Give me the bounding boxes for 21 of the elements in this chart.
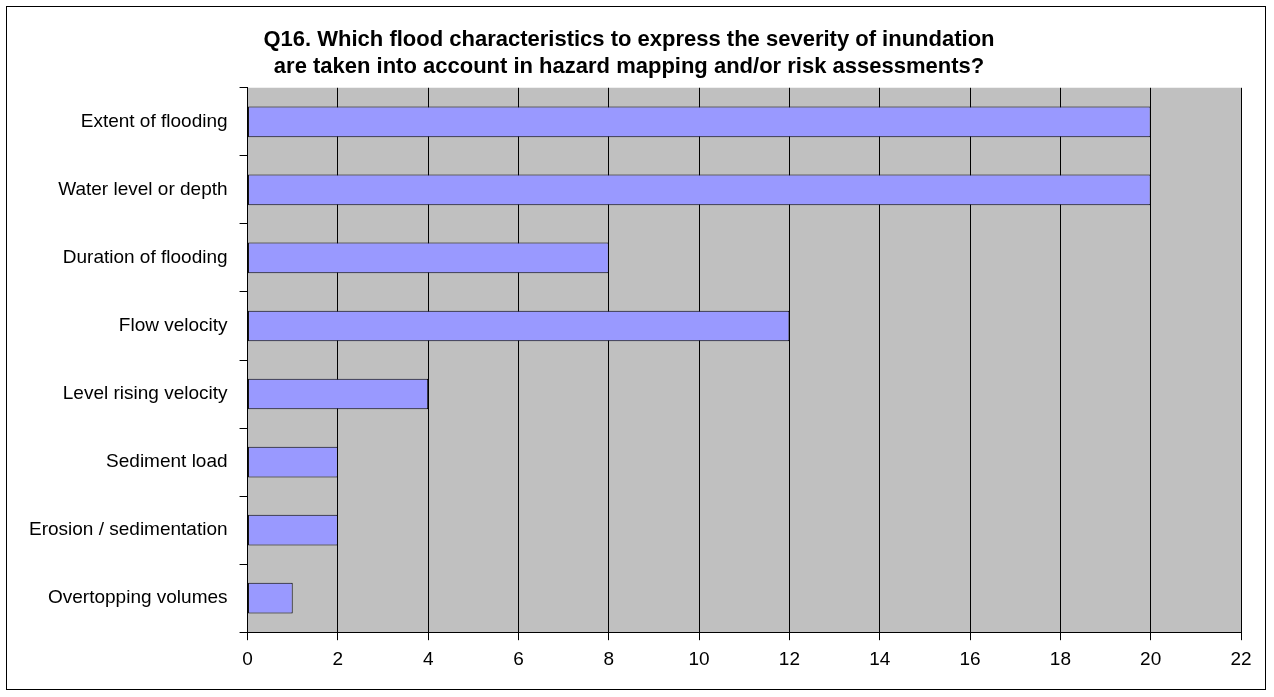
- y-tick-label: Erosion / sedimentation: [28, 518, 228, 540]
- x-tick-label: 12: [778, 647, 800, 669]
- x-tick-label: 18: [1049, 647, 1071, 669]
- y-tick-label: Extent of flooding: [80, 110, 228, 132]
- x-tick-label: 14: [869, 647, 891, 669]
- x-tick-label: 22: [1230, 647, 1252, 669]
- y-tick-label: Duration of flooding: [62, 246, 228, 268]
- x-tick-label: 20: [1140, 647, 1162, 669]
- y-tick-label: Water level or depth: [58, 178, 228, 200]
- x-tick-label: 2: [332, 647, 344, 669]
- x-tick-label: 10: [688, 647, 710, 669]
- y-tick-label: Level rising velocity: [62, 382, 229, 404]
- x-tick-label: 8: [603, 647, 615, 669]
- x-tick-label: 4: [422, 647, 434, 669]
- chart-title: Q16. Which flood characteristics to express the severity of inundation are taken into account in hazard mapping and/or risk assessments?: [263, 26, 995, 78]
- y-tick-label: Flow velocity: [118, 314, 229, 336]
- x-tick-label: 0: [242, 647, 253, 669]
- x-tick-label: 6: [513, 647, 524, 669]
- y-tick-label: Sediment load: [106, 450, 228, 472]
- y-tick-label: Overtopping volumes: [48, 586, 228, 608]
- x-tick-label: 16: [959, 647, 981, 669]
